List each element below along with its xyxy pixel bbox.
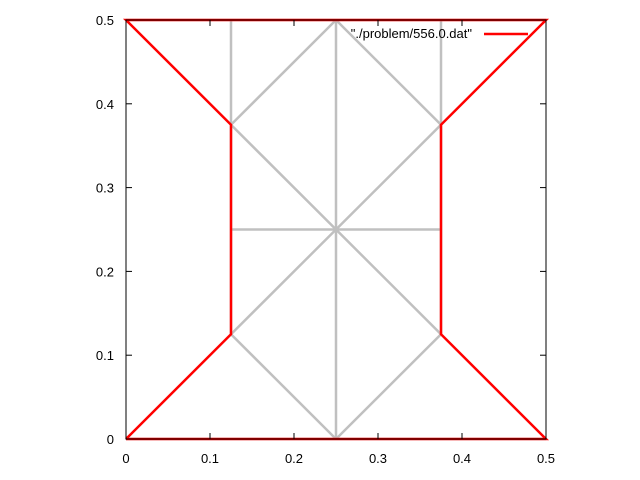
x-tick-label: 0.1 [201,451,219,466]
y-tick-label: 0.4 [96,97,114,112]
y-tick-label: 0.5 [96,13,114,28]
x-tick-label: 0 [122,451,129,466]
mesh-edge-11 [335,333,442,440]
y-tick-label: 0 [107,432,114,447]
plot-frame [125,19,547,440]
y-tick-label: 0.2 [96,264,114,279]
x-tick-label: 0.2 [285,451,303,466]
x-tick-label: 0.3 [369,451,387,466]
mesh-edge-9 [230,123,442,336]
legend: "./problem/556.0.dat" [351,26,528,41]
axis-ticks: 0 0.1 0.2 0.3 0.4 0.5 0 0.1 0.2 0.3 0.4 0.5 [96,13,555,466]
x-tick-label: 0.4 [453,451,471,466]
mesh-edge-6 [230,19,337,126]
x-tick-label: 0.5 [537,451,555,466]
mesh-edge-7 [335,19,442,126]
y-tick-label: 0.1 [96,348,114,363]
mesh-edge-10 [230,333,337,440]
y-tick-label: 0.3 [96,181,114,196]
legend-label: "./problem/556.0.dat" [351,26,473,41]
